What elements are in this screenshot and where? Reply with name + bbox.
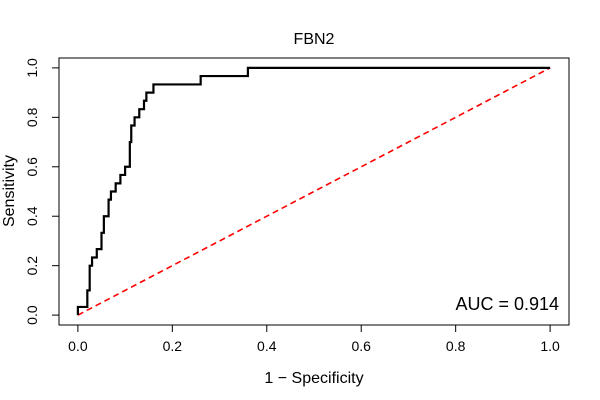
y-tick-label: 1.0	[24, 58, 40, 78]
x-tick-label: 0.2	[163, 338, 183, 354]
roc-curve-line	[76, 66, 551, 316]
x-tick-label: 0.4	[257, 338, 277, 354]
auc-annotation: AUC = 0.914	[455, 294, 559, 314]
y-tick-label: 0.2	[24, 256, 40, 276]
x-axis: 0.0 0.2 0.4 0.6 0.8 1.0	[68, 324, 560, 354]
reference-diagonal-line	[77, 67, 551, 316]
y-axis: 0.0 0.2 0.4 0.6 0.8 1.0	[24, 58, 60, 325]
x-tick-label: 0.6	[351, 338, 371, 354]
y-tick-label: 0.4	[24, 206, 40, 226]
x-tick-label: 0.8	[446, 338, 466, 354]
chart-title: FBN2	[294, 31, 335, 48]
x-tick-label: 1.0	[540, 338, 560, 354]
x-tick-label: 0.0	[68, 338, 88, 354]
y-tick-label: 0.0	[24, 305, 40, 325]
y-axis-label: Sensitivity	[1, 155, 18, 227]
y-tick-label: 0.8	[24, 107, 40, 127]
y-tick-label: 0.6	[24, 157, 40, 177]
plot-layer	[76, 66, 551, 316]
x-axis-label: 1 − Specificity	[264, 370, 363, 387]
